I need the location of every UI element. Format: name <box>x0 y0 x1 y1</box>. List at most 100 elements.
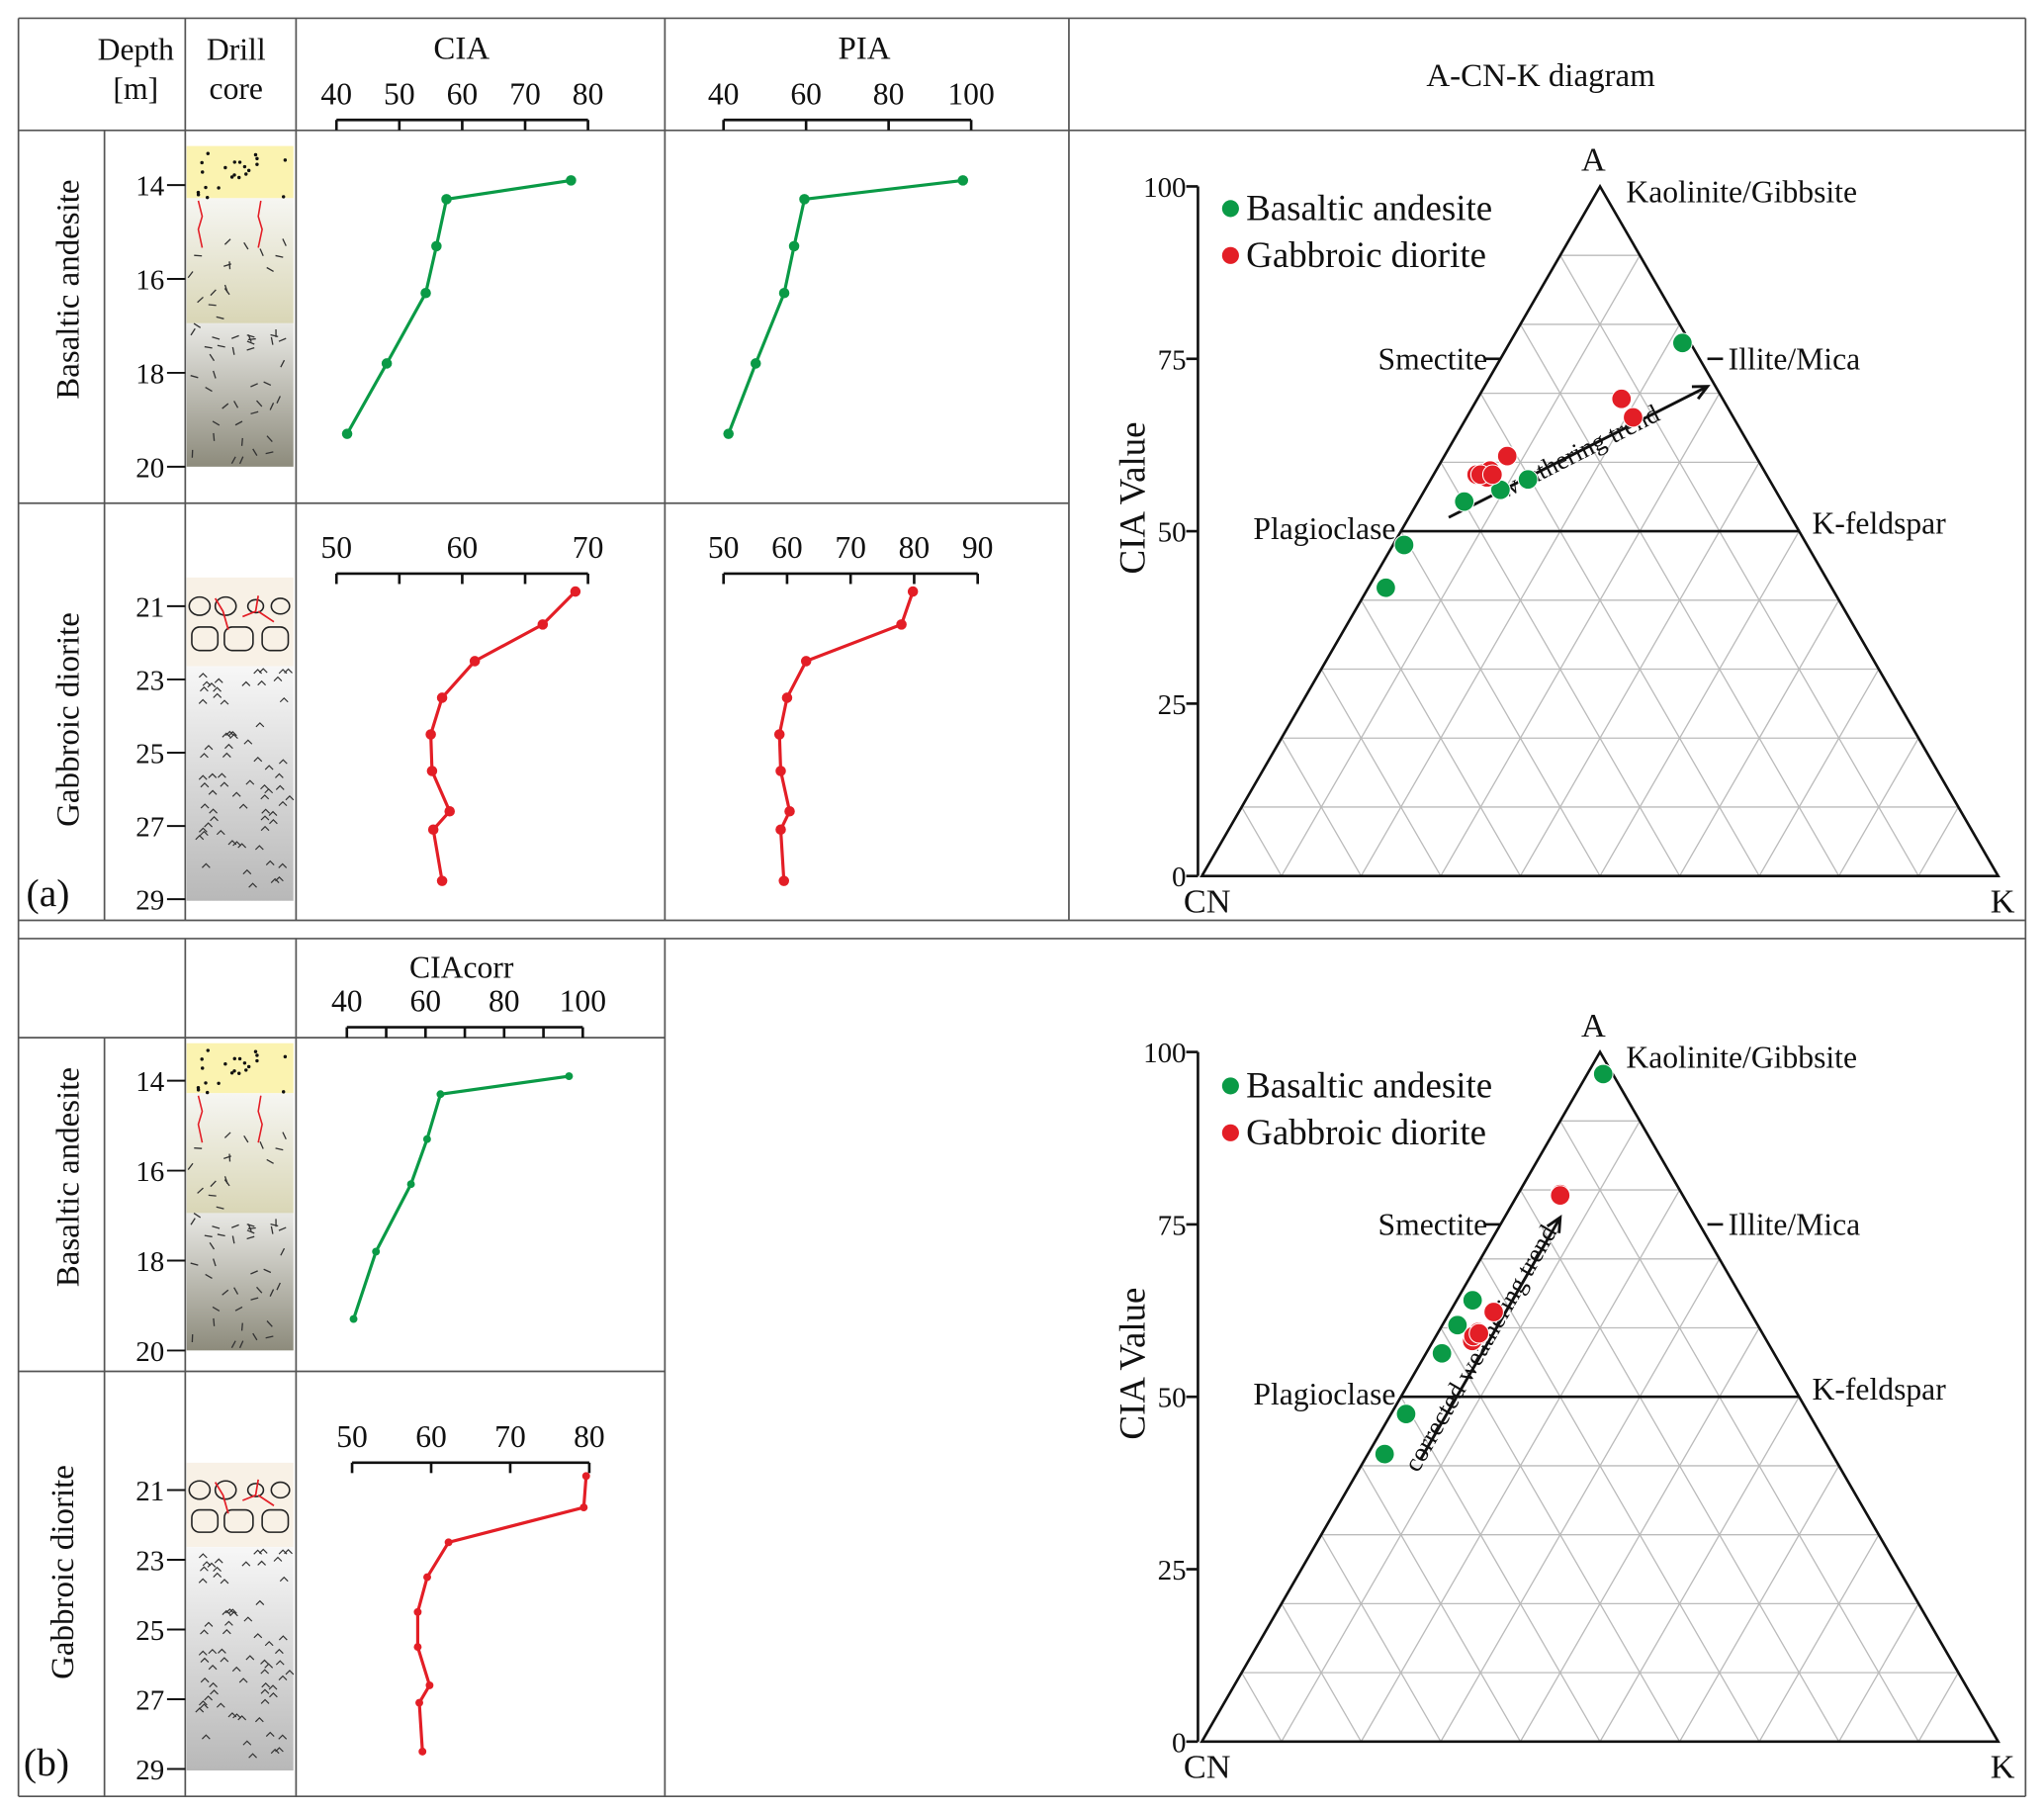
crystal-mark <box>238 803 248 809</box>
crystal-mark <box>247 1226 256 1229</box>
crystal-mark <box>200 1629 209 1635</box>
depth-tick-label: 27 <box>135 812 164 844</box>
cia-axis-tick-label: 25 <box>1158 1555 1187 1586</box>
crystal-mark <box>243 1134 249 1143</box>
crystal-mark <box>228 261 231 270</box>
grain-dot <box>232 1056 236 1061</box>
mineral-label-plagioclase: Plagioclase <box>1253 511 1395 546</box>
profile-line <box>429 589 578 881</box>
crystal-mark <box>199 1703 209 1709</box>
crystal-mark <box>187 1162 194 1170</box>
crystal-mark <box>187 271 194 279</box>
x-tick-label: 60 <box>415 1419 447 1454</box>
crystal-mark <box>201 1734 211 1740</box>
crystal-mark <box>199 827 208 833</box>
data-point <box>1374 1443 1395 1465</box>
vertex-label-cn: CN <box>1184 883 1231 921</box>
data-point <box>775 824 786 836</box>
mineral-label-kfeldspar: K-feldspar <box>1813 1372 1947 1406</box>
crystal-mark <box>237 843 247 849</box>
crystal-mark <box>197 1187 204 1194</box>
grain-dot <box>223 1061 227 1066</box>
legend-marker <box>1221 246 1239 264</box>
grid-line <box>1440 1258 1721 1743</box>
corestone <box>270 597 291 615</box>
crystal-mark <box>204 1695 213 1701</box>
crystal-mark <box>248 1753 257 1759</box>
x-tick-label: 70 <box>573 530 604 565</box>
crystal-mark <box>260 815 270 821</box>
crystal-mark <box>230 1340 236 1348</box>
crystal-mark <box>208 304 217 307</box>
crystal-mark <box>241 680 251 686</box>
crystal-mark <box>210 1689 219 1695</box>
fresh-gabbro-layer <box>186 1547 294 1771</box>
crystal-mark <box>202 680 212 686</box>
crystal-mark <box>193 322 202 328</box>
profile-line <box>727 178 963 435</box>
crystal-mark <box>269 1692 278 1698</box>
fracture-mark <box>197 200 204 248</box>
x-tick-label: 80 <box>574 1419 605 1454</box>
crystal-mark <box>227 1608 237 1614</box>
crystal-mark <box>218 772 226 778</box>
saprolite-layer <box>186 1093 294 1214</box>
crystal-mark <box>270 1223 279 1227</box>
data-point <box>1517 469 1539 491</box>
x-tick-label: 100 <box>947 76 994 111</box>
data-point <box>381 358 393 369</box>
data-point <box>800 656 812 667</box>
crystal-mark <box>264 1663 274 1669</box>
data-point <box>581 1472 590 1481</box>
crystal-mark <box>275 784 285 790</box>
grid-line <box>1917 1672 1959 1743</box>
grain-dot <box>229 175 234 179</box>
grain-dot <box>204 185 208 190</box>
cia-axis-tick-label: 50 <box>1158 1383 1187 1414</box>
profile-pia_basaltic: 40 60 80 100 <box>708 76 995 439</box>
cia-axis-tick-label: 100 <box>1143 172 1186 204</box>
data-point <box>1671 332 1693 354</box>
grain-dot <box>242 164 247 169</box>
grid-line <box>1281 1121 1641 1743</box>
grain-dot <box>196 193 201 197</box>
grid-line <box>1281 254 1641 877</box>
x-tick-label: 70 <box>494 1419 526 1454</box>
data-point <box>444 805 455 817</box>
weathered-soil-layer <box>186 145 294 199</box>
crystal-mark <box>270 1225 274 1234</box>
crystal-mark <box>246 1229 255 1234</box>
grid-line <box>1241 806 1283 877</box>
profile-line <box>415 1476 588 1752</box>
crystal-mark <box>260 825 270 832</box>
crystal-mark <box>278 1635 288 1641</box>
crystal-mark <box>279 1576 289 1583</box>
grain-dot <box>281 1090 286 1094</box>
drill-core-header: Drill <box>207 33 266 67</box>
grid-line <box>1599 1396 1800 1743</box>
crystal-mark <box>231 1666 241 1673</box>
data-point <box>427 824 439 836</box>
vertex-label-k: K <box>1991 883 2015 921</box>
depth-tick-label: 21 <box>135 1476 164 1507</box>
crystal-mark <box>261 1682 271 1688</box>
crystal-mark <box>216 1206 224 1210</box>
crystal-mark <box>243 1616 253 1622</box>
crystal-mark <box>270 336 274 345</box>
legend-label: Gabbroic diorite <box>1246 234 1486 275</box>
crystal-mark <box>264 1640 274 1647</box>
crystal-mark <box>212 1306 221 1312</box>
data-point <box>565 1072 574 1081</box>
crystal-mark <box>213 432 216 441</box>
crystal-mark <box>278 862 288 868</box>
unit-label-gabbroic-a: Gabbroic diorite <box>50 612 86 827</box>
data-point <box>436 692 448 703</box>
data-point <box>423 1573 431 1582</box>
crystal-mark <box>202 1561 212 1567</box>
crystal-mark <box>250 383 258 388</box>
crystal-mark <box>273 676 283 681</box>
corestone <box>261 1508 290 1533</box>
unit-label-basaltic-a: Basaltic andesite <box>50 179 86 399</box>
crystal-mark <box>240 437 243 446</box>
data-point <box>444 1538 453 1547</box>
